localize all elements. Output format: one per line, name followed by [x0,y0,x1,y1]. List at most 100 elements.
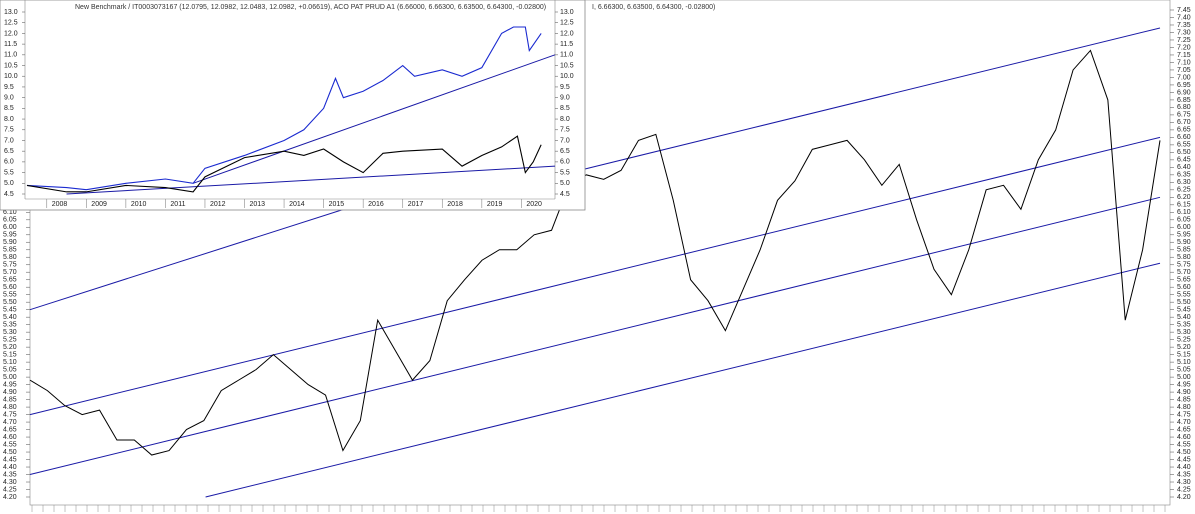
y-tick-label: 5.65 [1177,277,1191,284]
y-tick-label: 4.20 [1177,494,1191,501]
y-tick-label: 11.5 [4,41,17,48]
y-tick-label: 5.45 [3,307,17,314]
y-tick-label: 4.60 [3,434,17,441]
y-tick-label: 11.5 [560,41,573,48]
series-line [26,26,542,191]
y-tick-label: 4.25 [3,486,17,493]
y-tick-label: 6.0 [560,159,570,166]
y-tick-label: 5.35 [3,322,17,329]
price-line [29,49,1161,456]
y-tick-label: 9.0 [560,94,570,101]
y-tick-label: 7.35 [1177,22,1191,29]
y-tick-label: 4.30 [3,479,17,486]
y-tick-label: 4.70 [1177,419,1191,426]
y-tick-label: 5.35 [1177,322,1191,329]
x-tick-label: 2008 [52,201,68,208]
y-tick-label: 5.80 [1177,254,1191,261]
y-tick-label: 6.35 [1177,172,1191,179]
y-tick-label: 5.5 [560,169,570,176]
y-tick-label: 5.40 [3,314,17,321]
y-tick-label: 5.75 [3,262,17,269]
y-tick-label: 5.85 [1177,247,1191,254]
trend-line [192,54,556,184]
y-tick-label: 4.40 [3,464,17,471]
y-tick-label: 7.00 [1177,74,1191,81]
y-tick-label: 4.50 [1177,449,1191,456]
y-tick-label: 6.95 [1177,82,1191,89]
y-tick-label: 5.0 [560,180,570,187]
y-tick-label: 4.40 [1177,464,1191,471]
y-tick-label: 5.30 [3,329,17,336]
y-tick-label: 8.0 [4,116,14,123]
y-tick-label: 4.90 [1177,389,1191,396]
y-tick-label: 4.30 [1177,479,1191,486]
y-tick-label: 5.90 [3,239,17,246]
x-tick-label: 2016 [368,201,384,208]
trend-line [66,165,556,195]
y-tick-label: 5.55 [1177,292,1191,299]
y-tick-label: 6.55 [1177,142,1191,149]
y-tick-label: 5.45 [1177,307,1191,314]
y-tick-label: 10.5 [4,62,18,69]
y-tick-label: 5.50 [1177,299,1191,306]
y-tick-label: 4.45 [1177,456,1191,463]
trend-line [29,136,1161,416]
y-tick-label: 7.30 [1177,29,1191,36]
y-tick-label: 8.0 [560,116,570,123]
y-tick-label: 5.70 [1177,269,1191,276]
y-tick-label: 6.05 [1177,217,1191,224]
y-tick-label: 4.85 [1177,396,1191,403]
y-tick-label: 11.0 [560,52,573,59]
y-tick-label: 4.25 [1177,486,1191,493]
x-tick-label: 2014 [289,201,305,208]
y-tick-label: 5.15 [3,351,17,358]
x-tick-label: 2009 [91,201,107,208]
y-tick-label: 5.00 [1177,374,1191,381]
y-tick-label: 5.95 [1177,232,1191,239]
y-tick-label: 10.0 [560,73,574,80]
inset-header: New Benchmark / IT0003073167 (12.0795, 1… [75,4,546,11]
y-tick-label: 4.65 [1177,426,1191,433]
y-tick-label: 9.0 [4,94,14,101]
y-tick-label: 4.95 [3,381,17,388]
y-tick-label: 5.65 [3,277,17,284]
y-tick-label: 6.5 [4,148,14,155]
y-tick-label: 7.0 [4,137,14,144]
y-tick-label: 4.60 [1177,434,1191,441]
y-tick-label: 5.55 [3,292,17,299]
y-tick-label: 4.75 [1177,411,1191,418]
x-tick-label: 2011 [170,201,185,208]
y-tick-label: 6.0 [4,159,14,166]
y-tick-label: 4.5 [4,191,14,198]
y-tick-label: 5.20 [1177,344,1191,351]
x-tick-label: 2012 [210,201,226,208]
y-tick-label: 5.40 [1177,314,1191,321]
y-tick-label: 12.0 [560,30,574,37]
y-tick-label: 4.75 [3,411,17,418]
y-tick-label: 5.5 [4,169,14,176]
y-tick-label: 4.55 [1177,441,1191,448]
y-tick-label: 6.10 [1177,209,1191,216]
y-tick-label: 12.5 [560,20,574,27]
y-tick-label: 7.5 [560,127,570,134]
y-tick-label: 5.80 [3,254,17,261]
y-tick-label: 4.50 [3,449,17,456]
y-tick-label: 10.5 [560,62,574,69]
y-tick-label: 5.50 [3,299,17,306]
y-tick-label: 5.0 [4,180,14,187]
y-tick-label: 4.20 [3,494,17,501]
y-tick-label: 5.70 [3,269,17,276]
x-tick-label: 2017 [408,201,424,208]
x-tick-label: 2020 [526,201,542,208]
y-tick-label: 12.0 [4,30,18,37]
y-tick-label: 7.20 [1177,44,1191,51]
y-tick-label: 4.70 [3,419,17,426]
x-tick-label: 2010 [131,201,147,208]
inset-frame [0,0,586,211]
y-tick-label: 6.45 [1177,157,1191,164]
y-tick-label: 13.0 [560,9,574,16]
y-tick-label: 7.05 [1177,67,1191,74]
y-tick-label: 7.40 [1177,14,1191,21]
